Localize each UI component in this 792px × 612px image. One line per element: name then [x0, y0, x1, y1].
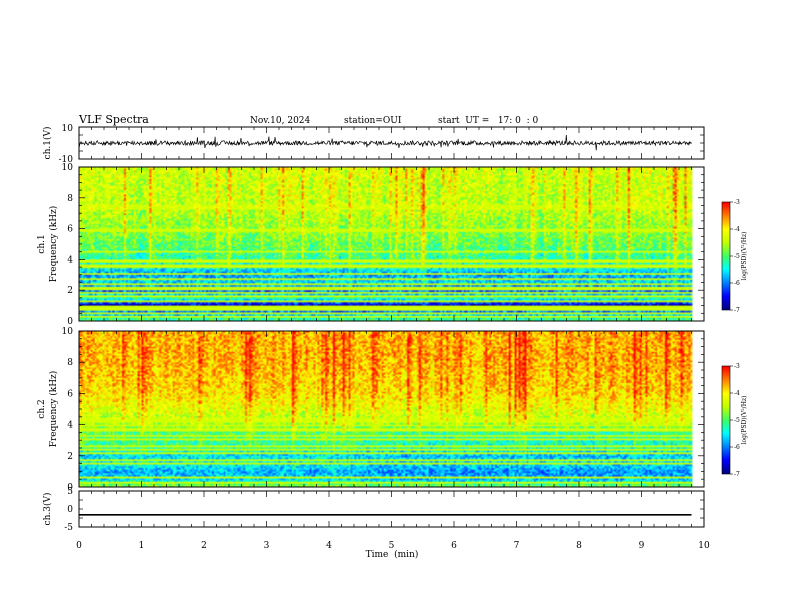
- ch1-colorbar-label: log(PSD)(V²/Hz): [741, 232, 748, 281]
- y-tick-label: -5: [64, 523, 73, 533]
- y-tick-label: 6: [67, 225, 73, 235]
- y-tick-label: 0: [67, 317, 73, 327]
- ch1-frequency-label: Frequency (kHz): [48, 206, 59, 283]
- date-label: Nov.10, 2024: [250, 116, 311, 126]
- x-tick-label: 9: [639, 541, 645, 551]
- y-tick-label: 4: [67, 421, 73, 431]
- ch2-channel-label: ch.2: [37, 399, 47, 418]
- ch2-colorbar-label: log(PSD)(V²/Hz): [741, 396, 748, 445]
- colorbar-tick-label: -5: [734, 417, 740, 424]
- x-tick-label: 5: [389, 541, 395, 551]
- colorbar-tick-label: -4: [734, 226, 740, 233]
- y-tick-label: 8: [67, 358, 73, 368]
- colorbar-tick-label: -6: [734, 280, 740, 287]
- x-tick-label: 0: [76, 541, 82, 551]
- y-tick-label: 4: [67, 255, 73, 265]
- x-tick-label: 2: [201, 541, 207, 551]
- ch1-ylabel: ch.1(V): [42, 127, 53, 160]
- ch1-spectrogram-image: [79, 167, 704, 321]
- ch3-ylabel: ch.3(V): [42, 493, 53, 526]
- x-tick-label: 10: [698, 541, 710, 551]
- colorbar-tick-label: -6: [734, 444, 740, 451]
- colorbar-tick-label: -7: [734, 471, 740, 478]
- y-tick-label: 5: [67, 487, 73, 497]
- ch1-waveform-line: [79, 134, 692, 151]
- x-tick-label: 1: [139, 541, 145, 551]
- colorbar-tick-label: -3: [734, 199, 740, 206]
- y-tick-label: 2: [67, 452, 73, 462]
- x-tick-label: 4: [326, 541, 332, 551]
- y-tick-label: 10: [62, 163, 74, 173]
- chart-title: VLF Spectra: [78, 113, 149, 126]
- y-tick-label: 8: [67, 194, 73, 204]
- ch2-colorbar: [722, 366, 730, 474]
- colorbar-tick-label: -7: [734, 307, 740, 314]
- y-tick-label: 6: [67, 389, 73, 399]
- colorbar-tick-label: -3: [734, 363, 740, 370]
- ch1-ytick-top: 10: [62, 124, 74, 134]
- colorbar-tick-label: -5: [734, 253, 740, 260]
- y-tick-label: 0: [67, 505, 73, 515]
- ch2-spectrogram-image: [79, 331, 704, 487]
- start-ut-label: start UT = 17: 0 : 0: [438, 116, 539, 126]
- ch1-channel-label: ch.1: [37, 234, 47, 253]
- y-tick-label: 10: [62, 327, 74, 337]
- ch1-waveform-panel: 10 -10 ch.1(V): [42, 124, 705, 165]
- x-tick-label: 6: [451, 541, 457, 551]
- ch1-ytick-bottom: -10: [59, 155, 74, 165]
- ch3-waveform-panel: 5 0 -5 ch.3(V): [42, 487, 705, 533]
- ch1-colorbar: [722, 202, 730, 310]
- x-tick-label: 3: [264, 541, 270, 551]
- x-tick-label: 7: [514, 541, 520, 551]
- x-tick-label: 8: [576, 541, 582, 551]
- y-tick-label: 0: [67, 483, 73, 493]
- y-tick-label: 2: [67, 286, 73, 296]
- colorbar-tick-label: -4: [734, 390, 740, 397]
- station-label: station=OUI: [344, 116, 402, 126]
- x-axis-label: Time (min): [366, 549, 419, 560]
- ch2-frequency-label: Frequency (kHz): [48, 371, 59, 448]
